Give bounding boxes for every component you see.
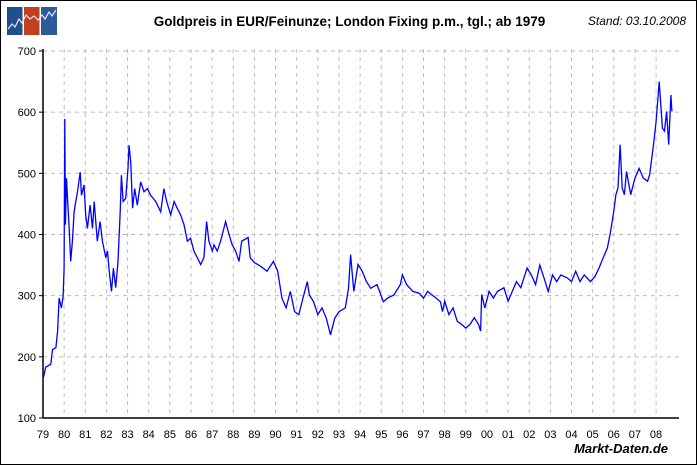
- x-tick-label: 83: [121, 429, 133, 441]
- x-axis-ticks: 79 80 81 82 83 84 85 86 87 88 89 90 91 92 93 94 95 96 97 98…: [37, 429, 662, 441]
- x-tick-label: 92: [312, 429, 324, 441]
- x-tick-label: 80: [58, 429, 70, 441]
- y-axis-ticks: 100 200 300 400 500 600 700: [18, 46, 43, 425]
- y-tick-label: 100: [18, 413, 36, 425]
- x-tick-label: 79: [37, 429, 49, 441]
- brand-footer: Markt-Daten.de: [574, 441, 668, 456]
- gold-price-line: [42, 81, 673, 378]
- date-stamp: Stand: 03.10.2008: [587, 14, 686, 28]
- x-tick-label: 00: [481, 429, 493, 441]
- x-tick-label: 88: [227, 429, 239, 441]
- x-tick-label: 87: [206, 429, 218, 441]
- x-tick-label: 01: [502, 429, 514, 441]
- y-tick-label: 300: [18, 291, 36, 303]
- x-tick-label: 08: [650, 429, 662, 441]
- x-tick-label: 95: [375, 429, 387, 441]
- x-tick-label: 04: [565, 429, 577, 441]
- markt-daten-logo-icon: [7, 7, 57, 35]
- x-tick-label: 03: [544, 429, 556, 441]
- x-tick-label: 96: [396, 429, 408, 441]
- x-tick-label: 84: [143, 429, 155, 441]
- chart-title: Goldpreis in EUR/Feinunze; London Fixing…: [153, 14, 546, 29]
- x-tick-label: 86: [185, 429, 197, 441]
- x-tick-label: 94: [354, 429, 366, 441]
- y-tick-label: 200: [18, 352, 36, 364]
- x-tick-label: 90: [269, 429, 281, 441]
- y-tick-label: 500: [18, 168, 36, 180]
- x-tick-label: 98: [439, 429, 451, 441]
- x-tick-label: 05: [587, 429, 599, 441]
- x-tick-label: 07: [629, 429, 641, 441]
- x-tick-label: 97: [417, 429, 429, 441]
- x-tick-label: 99: [460, 429, 472, 441]
- x-tick-label: 06: [608, 429, 620, 441]
- x-tick-label: 02: [523, 429, 535, 441]
- x-tick-label: 93: [333, 429, 345, 441]
- x-tick-label: 82: [100, 429, 112, 441]
- y-tick-label: 700: [18, 46, 36, 58]
- x-tick-label: 81: [79, 429, 91, 441]
- y-tick-label: 600: [18, 107, 36, 119]
- x-tick-label: 89: [248, 429, 260, 441]
- y-tick-label: 400: [18, 229, 36, 241]
- gridlines: [43, 49, 679, 418]
- x-tick-label: 85: [164, 429, 176, 441]
- x-tick-label: 91: [291, 429, 303, 441]
